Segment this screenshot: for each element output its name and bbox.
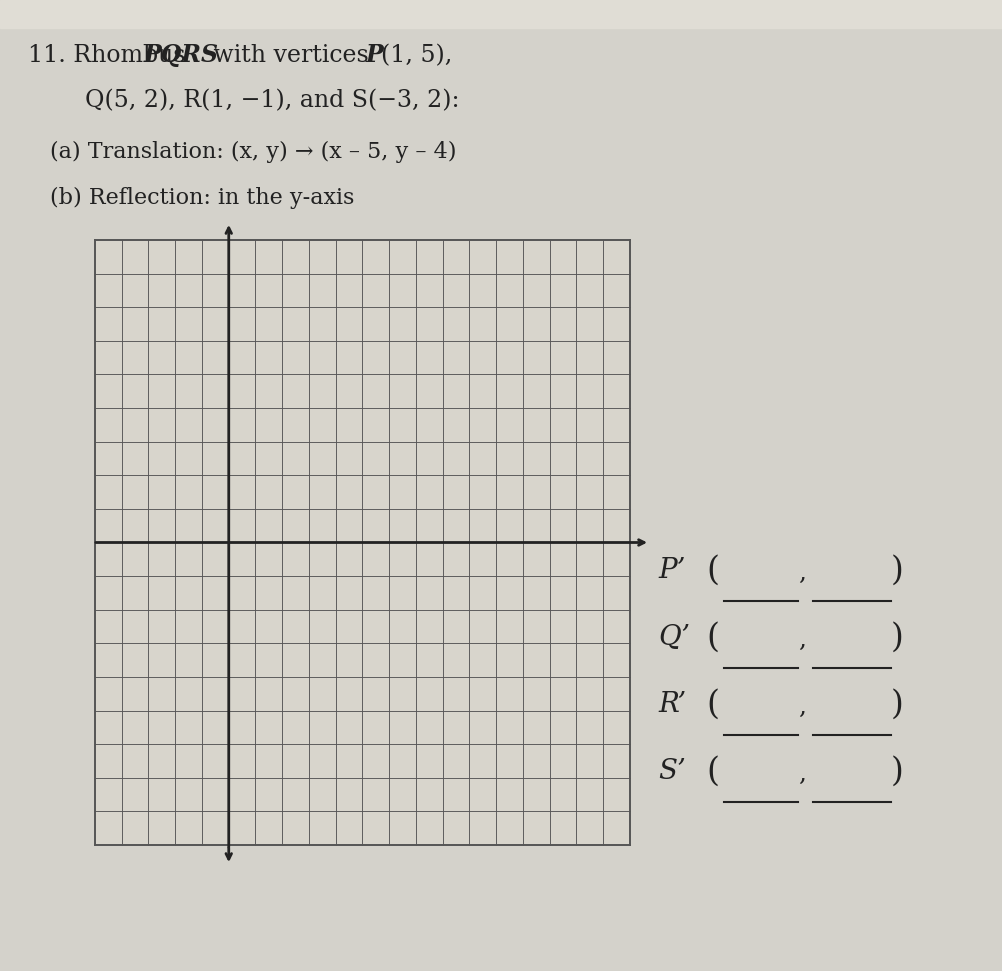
Text: ,: , [798, 696, 806, 719]
Text: ,: , [798, 562, 806, 585]
Text: (1, 5),: (1, 5), [381, 44, 452, 67]
Text: ): ) [890, 689, 903, 721]
Text: (b) Reflection: in the y-axis: (b) Reflection: in the y-axis [50, 186, 354, 209]
Text: ): ) [890, 555, 903, 587]
Text: 11. Rhombus: 11. Rhombus [28, 44, 192, 67]
Text: PQRS: PQRS [144, 43, 218, 67]
Text: ,: , [798, 763, 806, 786]
Text: (: ( [705, 555, 718, 587]
Text: (: ( [705, 756, 718, 788]
Text: P: P [366, 43, 384, 67]
Text: Q(5, 2), R(1, −1), and S(−3, 2):: Q(5, 2), R(1, −1), and S(−3, 2): [85, 89, 459, 112]
Text: P’: P’ [657, 557, 684, 584]
Text: S’: S’ [657, 758, 685, 785]
Text: R’: R’ [657, 691, 685, 718]
Text: with vertices: with vertices [205, 44, 376, 67]
Text: (a) Translation: (x, y) → (x – 5, y – 4): (a) Translation: (x, y) → (x – 5, y – 4) [50, 141, 456, 163]
Text: ,: , [798, 629, 806, 652]
Text: ): ) [890, 756, 903, 788]
Text: (: ( [705, 622, 718, 654]
Text: (: ( [705, 689, 718, 721]
Bar [95, 240, 629, 845]
Bar [0, 0, 1002, 28]
Text: ): ) [890, 622, 903, 654]
Text: Q’: Q’ [657, 624, 689, 651]
